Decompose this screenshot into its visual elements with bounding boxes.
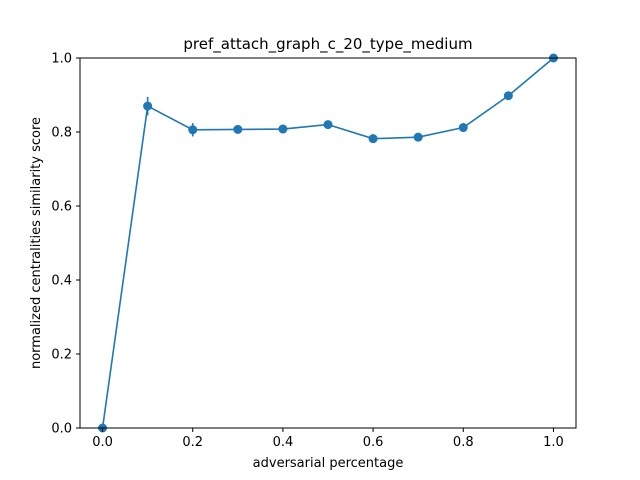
- x-axis: 0.0 0.2 0.4 0.6 0.8 1.0: [92, 428, 564, 450]
- y-tick-label: 0.2: [51, 348, 72, 363]
- data-point: [143, 101, 153, 111]
- y-tick-label: 0.6: [51, 200, 72, 215]
- x-tick-label: 0.4: [273, 435, 294, 450]
- y-tick-label: 0.0: [51, 422, 72, 437]
- data-point: [278, 124, 288, 134]
- chart-title: pref_attach_graph_c_20_type_medium: [183, 35, 472, 54]
- data-point: [458, 123, 468, 133]
- x-axis-label: adversarial percentage: [253, 456, 404, 471]
- y-tick-label: 1.0: [51, 52, 72, 67]
- y-tick-label: 0.4: [51, 274, 72, 289]
- data-point: [323, 120, 333, 130]
- axes-frame: [79, 57, 577, 429]
- y-tick-label: 0.8: [51, 126, 72, 141]
- data-point: [503, 91, 513, 101]
- x-tick-label: 0.6: [363, 435, 384, 450]
- data-point: [233, 124, 243, 134]
- data-point: [188, 125, 198, 135]
- x-tick-label: 1.0: [543, 435, 564, 450]
- x-tick-label: 0.2: [182, 435, 203, 450]
- y-axis: 0.0 0.2 0.4 0.6 0.8 1.0: [51, 52, 80, 437]
- y-axis-label: normalized centralities similarity score: [29, 117, 44, 369]
- x-tick-label: 0.8: [453, 435, 474, 450]
- data-point: [368, 134, 378, 144]
- x-tick-label: 0.0: [92, 435, 113, 450]
- data-point: [413, 132, 423, 142]
